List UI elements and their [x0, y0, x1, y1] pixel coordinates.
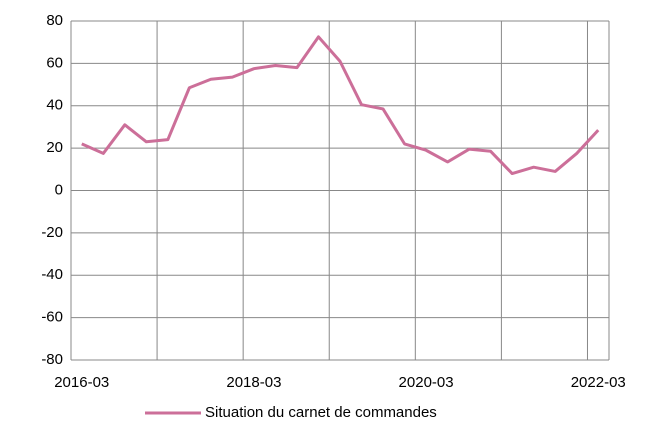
y-tick-label: 40: [46, 97, 63, 114]
y-tick-label: 0: [55, 181, 63, 198]
y-tick-label: -80: [41, 351, 63, 368]
x-tick-label: 2020-03: [399, 374, 454, 391]
y-tick-label: -40: [41, 266, 63, 283]
x-tick-label: 2018-03: [226, 374, 281, 391]
y-tick-label: 80: [46, 12, 63, 29]
line-series: [81, 35, 600, 176]
y-tick-label: 60: [46, 54, 63, 71]
legend-label: Situation du carnet de commandes: [205, 404, 437, 421]
x-tick-label: 2022-03: [571, 374, 626, 391]
y-tick-label: -60: [41, 309, 63, 326]
y-tick-label: -20: [41, 224, 63, 241]
y-tick-label: 20: [46, 139, 63, 156]
x-tick-label: 2016-03: [54, 374, 109, 391]
